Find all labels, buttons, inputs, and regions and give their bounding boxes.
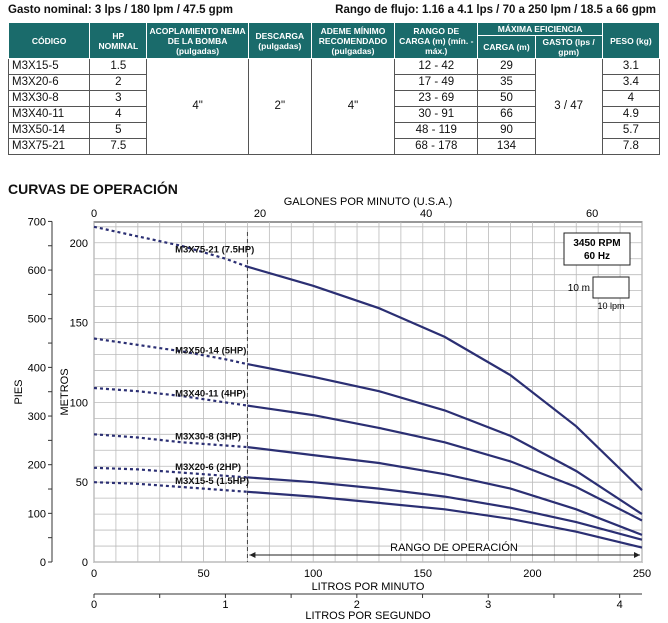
y-tick-label-pies: 200 bbox=[28, 460, 46, 472]
header-rango: RANGO DE CARGA (m) (mín. - máx.) bbox=[394, 22, 479, 59]
header-descarga: DESCARGA (pulgadas) bbox=[247, 22, 312, 59]
y-tick-label-pies: 700 bbox=[28, 216, 46, 228]
y-axis-title-pies: PIES bbox=[13, 379, 25, 404]
section-title: CURVAS DE OPERACIÓN bbox=[8, 181, 178, 197]
cell-carga: 66 bbox=[477, 106, 536, 123]
cell-rango: 12 - 42 bbox=[394, 58, 479, 75]
curve-solid-segment bbox=[247, 446, 643, 536]
x-tick-label-lpm: 250 bbox=[633, 568, 651, 580]
cell-code: M3X20-6 bbox=[7, 74, 91, 91]
y-axis-title-metros: METROS bbox=[59, 368, 71, 415]
x-tick-label-lpm: 200 bbox=[523, 568, 541, 580]
x-tick-label-gpm: 40 bbox=[420, 208, 432, 220]
cell-hp: 7.5 bbox=[89, 138, 148, 155]
curve-dashed-segment bbox=[93, 466, 248, 479]
x-tick-label-gpm: 0 bbox=[91, 208, 97, 220]
curve-solid-segment bbox=[247, 476, 643, 541]
rpm-box bbox=[563, 232, 631, 266]
x-axis-title-lps: LITROS POR SEGUNDO bbox=[305, 610, 431, 622]
curve-dashed-segment bbox=[93, 481, 248, 493]
curve-dashed-segment bbox=[93, 337, 248, 366]
cell-gasto: 3 / 47 bbox=[534, 58, 603, 155]
x-tick-label-lps: 1 bbox=[222, 599, 228, 611]
cell-rango: 30 - 91 bbox=[394, 106, 479, 123]
table-row: M3X15-5 1.5 4" 2" 4" 12 - 42 29 3 / 47 3… bbox=[7, 58, 661, 155]
scale-label-horizontal: 10 lpm bbox=[597, 301, 624, 311]
y-tick-label-metros: 200 bbox=[70, 238, 88, 250]
header-gasto: GASTO (lps / gpm) bbox=[534, 35, 603, 59]
curve-solid-segment bbox=[247, 404, 643, 522]
x-tick-label-lps: 0 bbox=[91, 599, 97, 611]
operating-range-label-bg bbox=[392, 541, 516, 553]
y-tick-label-pies: 500 bbox=[28, 314, 46, 326]
x-tick-label-lpm: 150 bbox=[414, 568, 432, 580]
cell-rango: 68 - 178 bbox=[394, 138, 479, 155]
curve-solid-segment bbox=[247, 265, 643, 491]
plot-area bbox=[93, 221, 643, 563]
y-tick-label-pies: 100 bbox=[28, 508, 46, 520]
y-tick-label-metros: 50 bbox=[76, 477, 88, 489]
y-tick-label-pies: 400 bbox=[28, 362, 46, 374]
operating-range-arrow-right bbox=[634, 552, 640, 558]
x-tick-label-lps: 3 bbox=[485, 599, 491, 611]
x-axis-title-lpm: LITROS POR MINUTO bbox=[312, 581, 425, 593]
header-eficiencia: MÁXIMA EFICIENCIA bbox=[477, 22, 603, 36]
y-tick-label-pies: 600 bbox=[28, 265, 46, 277]
cell-code: M3X15-5 bbox=[7, 58, 91, 75]
x-tick-label-gpm: 60 bbox=[586, 208, 598, 220]
header-carga: CARGA (m) bbox=[477, 35, 536, 59]
operating-range-arrow-left bbox=[249, 552, 256, 558]
cell-peso: 3.4 bbox=[601, 74, 661, 91]
cell-code: M3X75-21 bbox=[7, 138, 91, 155]
y-tick-label-pies: 300 bbox=[28, 411, 46, 423]
y-tick-label-metros: 0 bbox=[82, 557, 88, 569]
cell-peso: 7.8 bbox=[601, 138, 661, 155]
series-label: M3X15-5 (1.5HP) bbox=[175, 476, 249, 487]
cell-descarga: 2" bbox=[247, 58, 312, 155]
header-peso: PESO (kg) bbox=[601, 22, 661, 59]
table-row: M3X75-21 7.5 68 - 178 134 7.8 bbox=[7, 138, 661, 155]
x-tick-label-lpm: 0 bbox=[91, 568, 97, 580]
y-tick-label-metros: 150 bbox=[70, 318, 88, 330]
x-axis-title-gpm: GALONES POR MINUTO (U.S.A.) bbox=[284, 196, 453, 208]
curve-solid-segment bbox=[247, 490, 643, 549]
x-tick-label-lpm: 50 bbox=[197, 568, 209, 580]
series-label: M3X20-6 (2HP) bbox=[175, 462, 241, 473]
series-label: M3X40-11 (4HP) bbox=[175, 388, 246, 399]
rpm-label: 3450 RPM bbox=[573, 238, 620, 249]
cell-carga: 134 bbox=[477, 138, 536, 155]
frequency-label: 60 Hz bbox=[584, 251, 610, 262]
scale-label-vertical: 10 m bbox=[568, 283, 590, 294]
x-tick-label-gpm: 20 bbox=[254, 208, 266, 220]
curve-solid-segment bbox=[247, 363, 643, 516]
nominal-flow-label: Gasto nominal: 3 lps / 180 lpm / 47.5 gp… bbox=[8, 4, 233, 16]
cell-peso: 5.7 bbox=[601, 122, 661, 139]
x-tick-label-lps: 2 bbox=[354, 599, 360, 611]
series-label: M3X50-14 (5HP) bbox=[175, 345, 246, 356]
header-hp: HP NOMINAL bbox=[89, 22, 148, 59]
flow-range-label: Rango de flujo: 1.16 a 4.1 lps / 70 a 25… bbox=[335, 4, 656, 16]
y-tick-label-pies: 0 bbox=[40, 557, 46, 569]
scale-box bbox=[592, 276, 630, 299]
curve-dashed-segment bbox=[93, 386, 248, 407]
series-label: M3X75-21 (7.5HP) bbox=[175, 245, 254, 256]
x-tick-label-lps: 4 bbox=[617, 599, 623, 611]
header-codigo: CÓDIGO bbox=[7, 22, 91, 59]
spec-table: CÓDIGO HP NOMINAL ACOPLAMIENTO NEMA DE L… bbox=[7, 22, 661, 155]
cell-rango: 48 - 119 bbox=[394, 122, 479, 139]
operating-range-label: RANGO DE OPERACIÓN bbox=[390, 541, 518, 554]
cell-ademe: 4" bbox=[310, 58, 396, 155]
y-tick-label-metros: 100 bbox=[70, 397, 88, 409]
curve-dashed-segment bbox=[93, 433, 248, 449]
table-row: M3X20-6 2 17 - 49 35 3.4 bbox=[7, 74, 661, 91]
series-label: M3X30-8 (3HP) bbox=[175, 431, 241, 442]
x-tick-label-lpm: 100 bbox=[304, 568, 322, 580]
